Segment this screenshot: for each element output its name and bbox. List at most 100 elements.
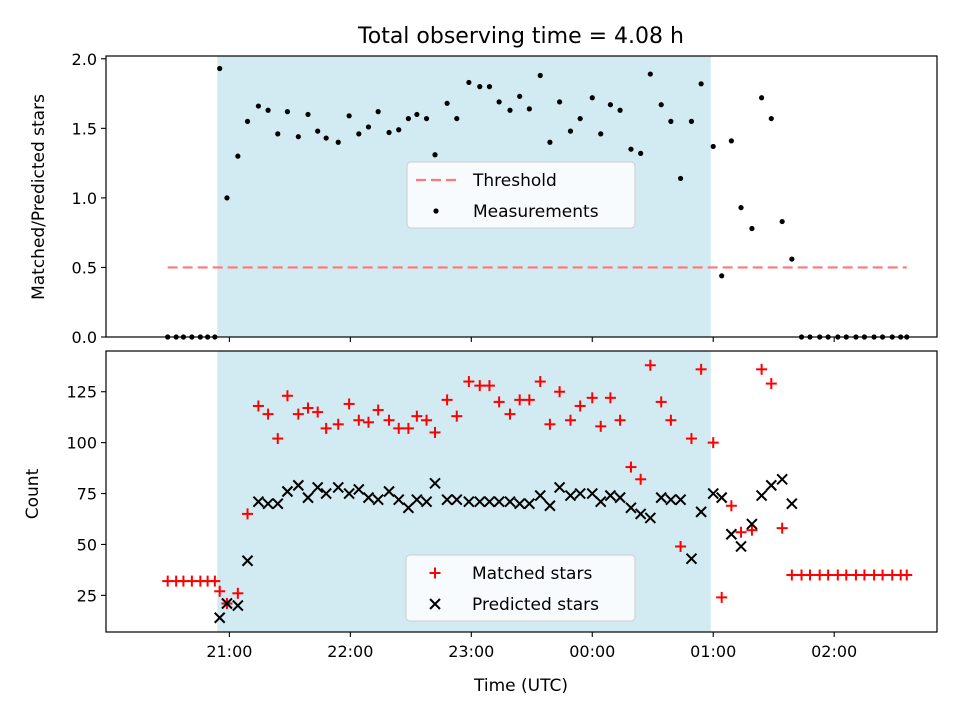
measurement-point [284, 109, 291, 115]
predicted-star-point-b [411, 493, 423, 506]
predicted-star-point [213, 612, 226, 624]
matched-star-point [804, 569, 816, 581]
legend: Matched stars Predicted stars [405, 554, 636, 622]
predicted-star-point-b [451, 493, 463, 506]
y-tick-label: 0.5 [72, 258, 97, 277]
matched-star-point [353, 414, 365, 426]
predicted-star-point [332, 481, 344, 494]
measurement-point [414, 111, 420, 118]
measurement-point [589, 95, 595, 101]
matched-star-point [320, 422, 332, 434]
matched-star-point [735, 526, 747, 538]
matched-star-point [411, 410, 423, 422]
matched-star-point [332, 418, 344, 430]
predicted-star-point-b [586, 487, 598, 500]
matched-star-point [564, 414, 576, 426]
x-tick-label: 22:00 [327, 642, 373, 661]
predicted-star-point [383, 485, 395, 498]
measurement-point [617, 107, 623, 113]
predicted-star-point-b [755, 489, 768, 502]
predicted-star-point-b [383, 485, 395, 498]
legend-label: Threshold [472, 171, 557, 191]
predicted-star-point-b [625, 502, 637, 514]
predicted-star-point-b [320, 487, 332, 500]
predicted-star-point [483, 495, 496, 508]
predicted-star-point [544, 500, 556, 512]
measurement-point [423, 115, 430, 122]
predicted-star-point [523, 498, 536, 510]
predicted-star-point [252, 495, 265, 508]
predicted-star-point [574, 487, 586, 500]
predicted-star-point-b [504, 495, 516, 508]
matched-star-point [746, 524, 758, 536]
matched-star-point [441, 394, 453, 406]
y-tick-label: 1.5 [72, 119, 97, 138]
matched-star-point [707, 437, 719, 449]
predicted-star-point-b [665, 493, 677, 506]
predicted-star-point [411, 493, 423, 506]
measurement-point [466, 79, 472, 86]
legend-label: Matched stars [472, 564, 592, 584]
matched-star-point [514, 394, 526, 406]
measurement-point [386, 129, 392, 136]
predicted-star-point [463, 495, 475, 508]
matched-star-point [635, 473, 647, 485]
predicted-star-point-b [332, 481, 344, 494]
matched-star-point [716, 591, 728, 603]
measurement-point [405, 115, 412, 122]
y-tick-label: 50 [77, 535, 97, 554]
predicted-star-point [674, 493, 687, 506]
predicted-star-point-b [746, 518, 758, 530]
x-axis-label: Time (UTC) [473, 676, 568, 696]
matched-star-point [429, 426, 441, 438]
matched-star-point [604, 392, 616, 404]
predicted-star-point [614, 491, 626, 504]
measurement-point [454, 115, 460, 122]
measurement-point [668, 118, 674, 124]
matched-star-point [312, 406, 324, 418]
predicted-star-point [735, 540, 747, 553]
predicted-star-point-b [715, 491, 728, 504]
matched-star-point [695, 363, 707, 375]
measurement-point [444, 100, 450, 106]
matched-star-point [372, 404, 384, 416]
predicted-star-point [441, 493, 453, 506]
predicted-star-point-b [595, 495, 607, 508]
predicted-star-point [474, 495, 486, 508]
predicted-star-point-b [786, 498, 798, 510]
measurement-point [688, 118, 695, 124]
legend-box [406, 161, 636, 229]
predicted-star-point-b [429, 477, 441, 490]
predicted-star-point-b [534, 489, 546, 502]
matched-star-point [272, 433, 284, 445]
measurement-point [255, 103, 262, 109]
matched-star-point [343, 398, 355, 410]
predicted-star-point [534, 489, 546, 502]
y-tick-label: 25 [77, 586, 97, 605]
predicted-star-point [707, 487, 719, 500]
measurement-point [396, 127, 402, 133]
predicted-star-point [513, 498, 526, 510]
matched-star-point [725, 500, 737, 512]
y-tick-label: 1.0 [72, 189, 97, 208]
matched-star-point [483, 380, 495, 392]
predicted-star-point-b [634, 508, 647, 520]
predicted-star-point-b [232, 599, 244, 612]
bottom-panel-counts: 25 50 75 100 125 21:00 22:00 23:00 00:00 01:00 02:… [23, 350, 938, 661]
matched-star-point [877, 569, 889, 581]
matched-star-point [574, 400, 586, 412]
matched-star-point [209, 575, 221, 587]
y-tick-label: 0.0 [72, 328, 97, 347]
measurement-point [677, 175, 684, 182]
predicted-star-point-b [213, 612, 226, 624]
matched-star-point [665, 414, 677, 426]
predicted-star-point-b [292, 479, 305, 492]
legend-label: Measurements [473, 202, 599, 222]
predicted-star-point-b [241, 555, 254, 567]
measurement-point [235, 153, 241, 159]
measurement-point [305, 111, 311, 118]
measurement-point [486, 84, 493, 90]
measurement-point [275, 131, 281, 137]
measurement-point [698, 81, 704, 87]
predicted-star-point-b [281, 485, 294, 498]
